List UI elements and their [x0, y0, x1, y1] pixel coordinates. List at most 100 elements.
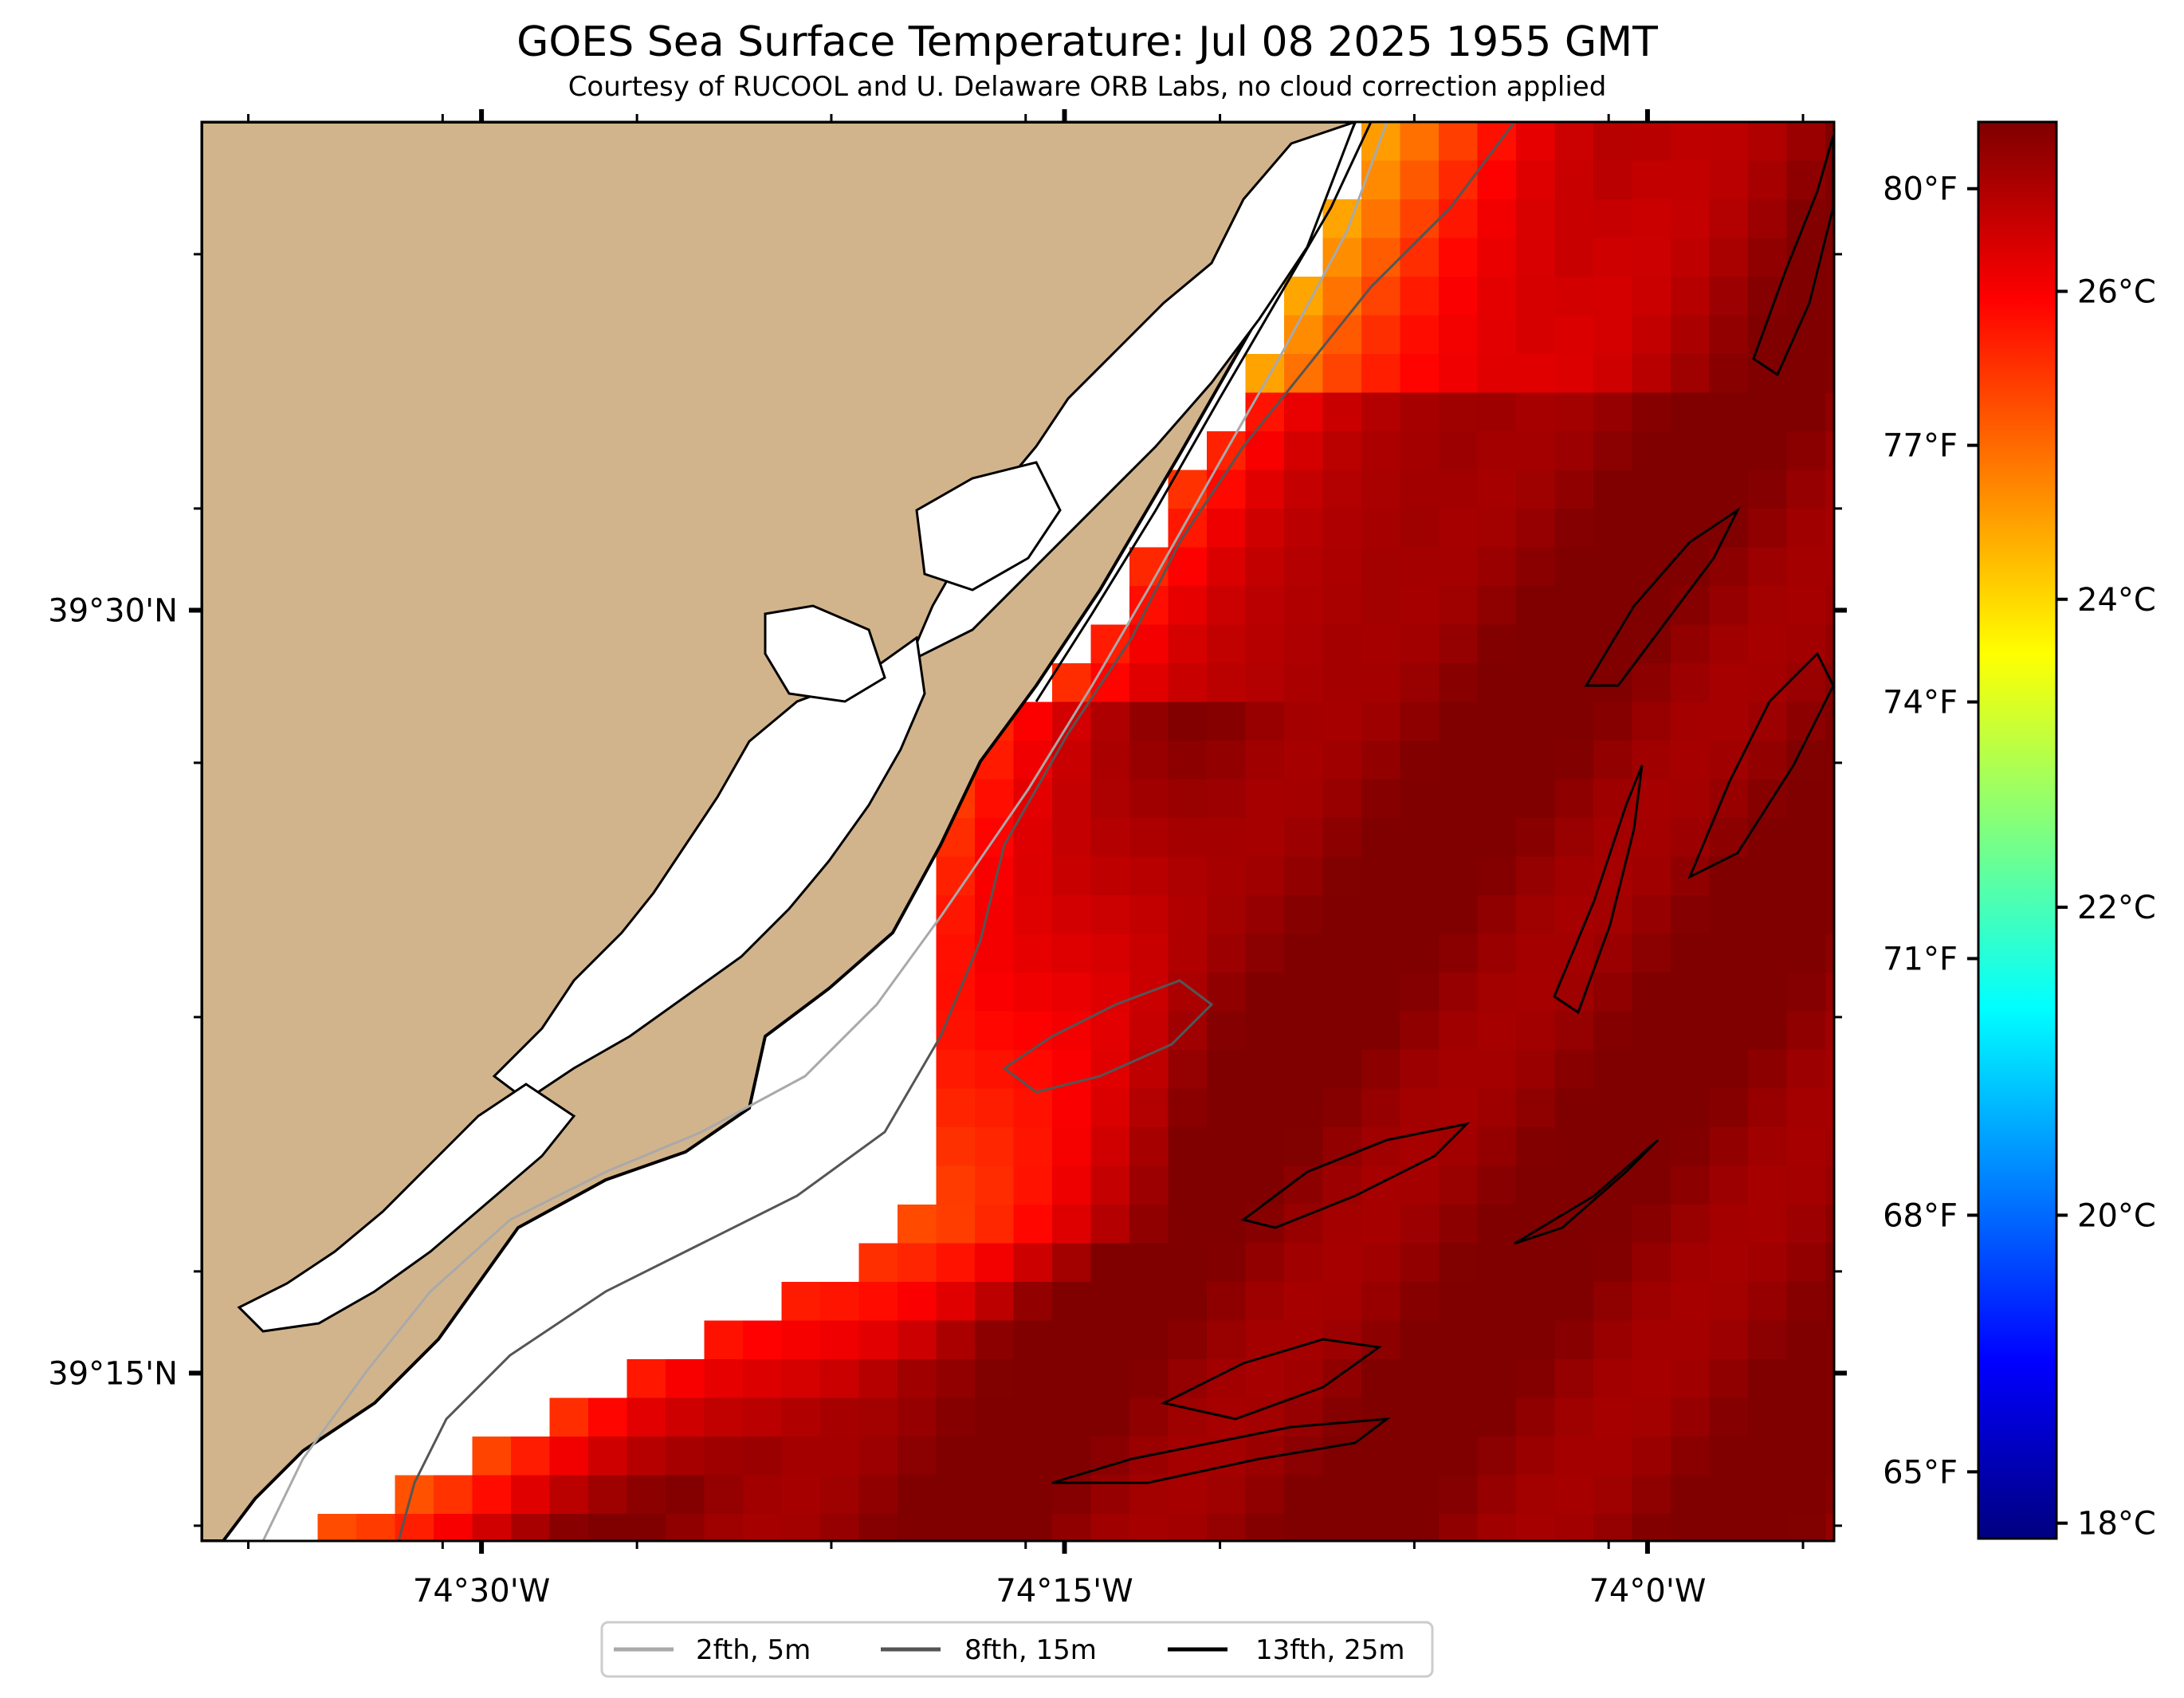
sst-cell — [1516, 856, 1556, 896]
sst-cell — [975, 1243, 1015, 1283]
sst-cell — [1671, 741, 1711, 780]
sst-cell — [1439, 1514, 1479, 1541]
sst-cell — [1245, 934, 1285, 973]
sst-cell — [1322, 1397, 1362, 1437]
sst-cell — [1207, 1205, 1247, 1244]
sst-cell — [1013, 1475, 1053, 1515]
sst-cell — [1245, 818, 1285, 858]
sst-cell — [1516, 1011, 1556, 1051]
sst-cell — [1168, 934, 1208, 973]
sst-cell — [1322, 392, 1362, 432]
sst-cell — [898, 1205, 937, 1244]
sst-cell — [975, 1359, 1015, 1399]
sst-cell — [1129, 1165, 1169, 1205]
sst-cell — [820, 1397, 860, 1437]
sst-cell — [898, 1514, 937, 1541]
sst-cell — [1439, 702, 1479, 741]
sst-cell — [1129, 1320, 1169, 1360]
sst-cell — [1207, 702, 1247, 741]
sst-cell — [1477, 160, 1517, 200]
sst-cell — [1207, 856, 1247, 896]
sst-cell — [936, 1050, 976, 1090]
sst-cell — [1593, 1011, 1633, 1051]
sst-cell — [1052, 1088, 1092, 1128]
sst-cell — [1825, 1050, 1834, 1090]
sst-cell — [1748, 431, 1788, 471]
sst-cell — [1013, 1514, 1053, 1541]
sst-cell — [1671, 624, 1711, 664]
sst-cell — [1786, 1050, 1826, 1090]
sst-cell — [820, 1437, 860, 1476]
sst-cell — [1400, 934, 1440, 973]
sst-cell — [1090, 895, 1130, 935]
sst-cell — [1207, 1514, 1247, 1541]
sst-cell — [434, 1475, 473, 1515]
map-subtitle: Courtesy of RUCOOL and U. Delaware ORB L… — [568, 71, 1607, 103]
sst-cell — [1361, 818, 1401, 858]
sst-cell — [1284, 392, 1324, 432]
sst-cell — [1516, 199, 1556, 239]
sst-cell — [1168, 1397, 1208, 1437]
sst-cell — [1129, 1050, 1169, 1090]
sst-cell — [1554, 1127, 1594, 1167]
sst-cell — [1516, 934, 1556, 973]
sst-cell — [1825, 741, 1834, 780]
sst-cell — [1090, 1514, 1130, 1541]
sst-cell — [1322, 431, 1362, 471]
sst-cell — [1671, 586, 1711, 626]
sst-cell — [1825, 1320, 1834, 1360]
sst-cell — [1825, 1205, 1834, 1244]
legend-label-13fth: 13fth, 25m — [1255, 1634, 1405, 1666]
sst-cell — [1207, 1165, 1247, 1205]
sst-cell — [1709, 1205, 1749, 1244]
sst-cell — [1554, 856, 1594, 896]
sst-cell — [1748, 1320, 1788, 1360]
sst-cell — [1013, 1011, 1053, 1051]
sst-cell — [1671, 1514, 1711, 1541]
sst-cell — [1439, 122, 1479, 162]
sst-cell — [1786, 1397, 1826, 1437]
sst-cell — [1052, 934, 1092, 973]
map-panel — [202, 122, 1834, 1541]
sst-cell — [1786, 509, 1826, 548]
sst-cell — [1361, 1320, 1401, 1360]
sst-cell — [1439, 1475, 1479, 1515]
sst-cell — [1632, 856, 1671, 896]
sst-cell — [1593, 741, 1633, 780]
sst-cell — [743, 1359, 783, 1399]
sst-cell — [1090, 1359, 1130, 1399]
sst-cell — [1284, 1514, 1324, 1541]
sst-cell — [1593, 431, 1633, 471]
sst-cell — [1361, 392, 1401, 432]
sst-cell — [1593, 1514, 1633, 1541]
sst-cell — [1284, 1011, 1324, 1051]
sst-cell — [1516, 1282, 1556, 1322]
sst-cell — [1284, 1437, 1324, 1476]
sst-cell — [1632, 1320, 1671, 1360]
sst-cell — [1786, 934, 1826, 973]
sst-cell — [1825, 818, 1834, 858]
sst-cell — [1361, 856, 1401, 896]
sst-cell — [1400, 199, 1440, 239]
sst-cell — [1593, 1397, 1633, 1437]
sst-cell — [1825, 1243, 1834, 1283]
sst-cell — [666, 1397, 705, 1437]
sst-cell — [1052, 1320, 1092, 1360]
sst-cell — [1554, 1050, 1594, 1090]
sst-cell — [1439, 199, 1479, 239]
sst-cell — [858, 1475, 898, 1515]
sst-cell — [1632, 277, 1671, 316]
celsius-tick-label: 22°C — [2077, 890, 2156, 926]
sst-cell — [1322, 624, 1362, 664]
sst-cell — [1090, 741, 1130, 780]
sst-cell — [1632, 973, 1671, 1012]
sst-cell — [936, 1514, 976, 1541]
sst-cell — [1284, 856, 1324, 896]
sst-cell — [936, 1165, 976, 1205]
sst-cell — [1554, 354, 1594, 394]
sst-cell — [1400, 392, 1440, 432]
sst-cell — [1632, 547, 1671, 587]
sst-cell — [1013, 973, 1053, 1012]
sst-cell — [1593, 624, 1633, 664]
sst-cell — [1554, 1282, 1594, 1322]
